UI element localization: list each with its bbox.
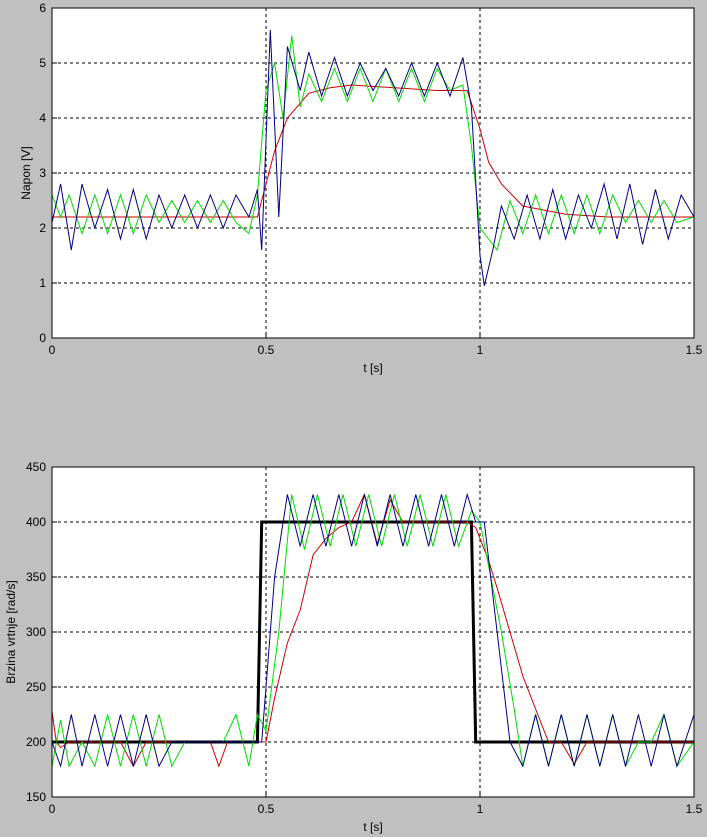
series-line-red [52, 493, 694, 768]
x-tick-label: 0.5 [258, 802, 275, 816]
y-tick-label: 3 [39, 166, 46, 180]
x-tick-label: 1.5 [686, 343, 703, 357]
y-tick-label: 250 [26, 680, 46, 694]
y-tick-label: 2 [39, 221, 46, 235]
x-axis-label: t [s] [363, 361, 382, 375]
x-tick-label: 0 [49, 343, 56, 357]
x-tick-label: 0.5 [258, 343, 275, 357]
y-tick-label: 350 [26, 570, 46, 584]
y-tick-label: 300 [26, 625, 46, 639]
y-tick-label: 4 [39, 111, 46, 125]
y-tick-label: 200 [26, 735, 46, 749]
x-tick-label: 1 [477, 343, 484, 357]
series-line-blue [52, 492, 694, 769]
y-tick-label: 0 [39, 331, 46, 345]
x-tick-label: 0 [49, 802, 56, 816]
y-tick-label: 6 [39, 1, 46, 15]
series-line-blue [52, 29, 694, 286]
x-tick-label: 1 [477, 802, 484, 816]
chart-panel-2: 0 0.5 1 1.5 150 200 250 300 350 400 450 t [s] Brzina… [4, 460, 703, 834]
y-axis-label: Brzina vrtnje [rad/s] [4, 580, 18, 683]
series-line-green [52, 35, 694, 252]
y-tick-label: 1 [39, 276, 46, 290]
y-tick-label: 450 [26, 460, 46, 474]
chart-panel-1: 0 0.5 1 1.5 0 1 2 3 4 5 6 t [s] Napon [V] [19, 1, 703, 375]
x-tick-label: 1.5 [686, 802, 703, 816]
y-tick-label: 5 [39, 56, 46, 70]
y-axis-label: Napon [V] [19, 146, 33, 199]
y-tick-label: 400 [26, 515, 46, 529]
y-tick-label: 150 [26, 790, 46, 804]
x-axis-label: t [s] [363, 820, 382, 834]
